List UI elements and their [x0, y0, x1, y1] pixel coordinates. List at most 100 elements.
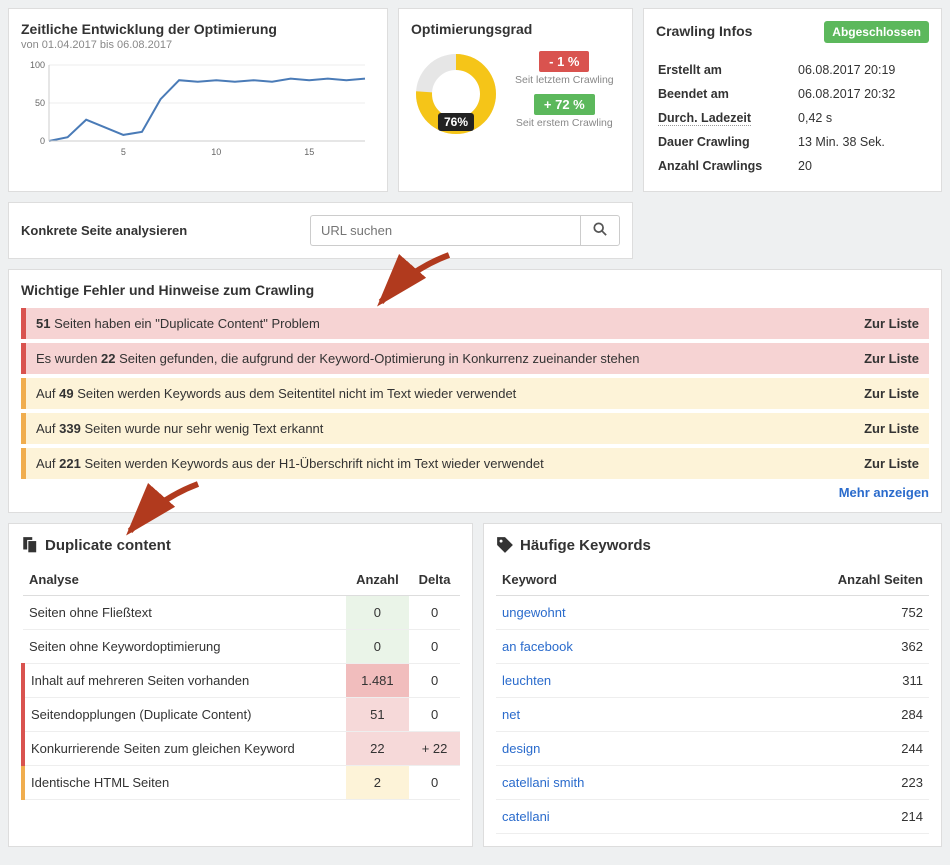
crawl-val: 0,42 s	[798, 107, 927, 129]
alert-row[interactable]: Auf 49 Seiten werden Keywords aus dem Se…	[21, 378, 929, 409]
timeline-panel: Zeitliche Entwicklung der Optimierung vo…	[8, 8, 388, 192]
dup-delta: 0	[409, 698, 460, 732]
keyword-row[interactable]: leuchten 311	[496, 664, 929, 698]
url-search-label: Konkrete Seite analysieren	[21, 223, 310, 238]
dup-count: 0	[346, 630, 409, 664]
crawl-val: 06.08.2017 20:19	[798, 59, 927, 81]
optimization-grade-panel: Optimierungsgrad 76% - 1 % Seit letztem …	[398, 8, 633, 192]
keyword-count: 311	[709, 664, 929, 698]
crawl-val: 13 Min. 38 Sek.	[798, 131, 927, 153]
dup-row[interactable]: Konkurrierende Seiten zum gleichen Keywo…	[23, 732, 460, 766]
crawl-key: Anzahl Crawlings	[658, 155, 796, 177]
dup-label: Identische HTML Seiten	[23, 766, 346, 800]
url-search-input[interactable]	[310, 215, 580, 246]
svg-text:50: 50	[35, 98, 45, 108]
crawl-val: 20	[798, 155, 927, 177]
timeline-title: Zeitliche Entwicklung der Optimierung	[21, 21, 375, 37]
alert-link[interactable]: Zur Liste	[864, 421, 919, 436]
alert-link[interactable]: Zur Liste	[864, 351, 919, 366]
keywords-title: Häufige Keywords	[520, 537, 651, 554]
keyword-row[interactable]: an facebook 362	[496, 630, 929, 664]
dup-count: 22	[346, 732, 409, 766]
crawling-info-table: Erstellt am06.08.2017 20:19Beendet am06.…	[656, 57, 929, 179]
duplicate-content-panel: Duplicate content AnalyseAnzahlDeltaSeit…	[8, 523, 473, 847]
dup-row[interactable]: Seiten ohne Keywordoptimierung00	[23, 630, 460, 664]
keywords-panel: Häufige Keywords KeywordAnzahl Seitenung…	[483, 523, 942, 847]
keyword-row[interactable]: catellani 214	[496, 800, 929, 834]
grade-title: Optimierungsgrad	[411, 21, 620, 37]
delta-last-caption: Seit letztem Crawling	[515, 74, 614, 86]
keyword-link[interactable]: an facebook	[502, 639, 573, 654]
alert-link[interactable]: Zur Liste	[864, 456, 919, 471]
crawling-status-badge: Abgeschlossen	[824, 21, 929, 43]
delta-last-crawl: - 1 % Seit letztem Crawling	[515, 51, 614, 86]
url-search-panel: Konkrete Seite analysieren	[8, 202, 633, 259]
keyword-count: 214	[709, 800, 929, 834]
dup-row[interactable]: Seiten ohne Fließtext00	[23, 596, 460, 630]
crawling-alerts-panel: Wichtige Fehler und Hinweise zum Crawlin…	[8, 269, 942, 513]
dup-label: Konkurrierende Seiten zum gleichen Keywo…	[23, 732, 346, 766]
keyword-count: 362	[709, 630, 929, 664]
timeline-chart: 0 50 100 5 10 15	[21, 59, 371, 159]
keyword-row[interactable]: ungewohnt752	[496, 596, 929, 630]
keyword-row[interactable]: catellani smith 223	[496, 766, 929, 800]
keyword-link[interactable]: net	[502, 707, 520, 722]
crawl-key: Durch. Ladezeit	[658, 107, 796, 129]
delta-first-caption: Seit erstem Crawling	[515, 117, 614, 129]
crawl-key: Dauer Crawling	[658, 131, 796, 153]
duplicate-icon	[21, 536, 39, 554]
dup-delta: 0	[409, 630, 460, 664]
crawling-title: Crawling Infos	[656, 23, 752, 39]
svg-text:0: 0	[40, 136, 45, 146]
keyword-count: 244	[709, 732, 929, 766]
crawl-key: Beendet am	[658, 83, 796, 105]
alerts-show-more-link[interactable]: Mehr anzeigen	[839, 485, 929, 500]
timeline-subtitle: von 01.04.2017 bis 06.08.2017	[21, 39, 375, 51]
dup-row[interactable]: Identische HTML Seiten20	[23, 766, 460, 800]
keyword-row[interactable]: design 244	[496, 732, 929, 766]
alert-text: Auf 49 Seiten werden Keywords aus dem Se…	[36, 386, 864, 401]
dup-row[interactable]: Seitendopplungen (Duplicate Content)510	[23, 698, 460, 732]
keyword-count: 284	[709, 698, 929, 732]
svg-text:5: 5	[121, 147, 126, 157]
alerts-title: Wichtige Fehler und Hinweise zum Crawlin…	[21, 282, 929, 298]
svg-text:15: 15	[304, 147, 314, 157]
keyword-link[interactable]: leuchten	[502, 673, 551, 688]
search-icon	[593, 222, 607, 236]
alert-row[interactable]: 51 Seiten haben ein "Duplicate Content" …	[21, 308, 929, 339]
alert-row[interactable]: Es wurden 22 Seiten gefunden, die aufgru…	[21, 343, 929, 374]
dup-count: 1.481	[346, 664, 409, 698]
dup-count: 2	[346, 766, 409, 800]
alert-row[interactable]: Auf 339 Seiten wurde nur sehr wenig Text…	[21, 413, 929, 444]
alert-link[interactable]: Zur Liste	[864, 386, 919, 401]
crawl-key: Erstellt am	[658, 59, 796, 81]
keywords-table: KeywordAnzahl Seitenungewohnt752an faceb…	[496, 564, 929, 834]
tag-icon	[496, 536, 514, 554]
dup-delta: + 22	[409, 732, 460, 766]
delta-first-crawl: + 72 % Seit erstem Crawling	[515, 94, 614, 129]
keyword-link[interactable]: ungewohnt	[502, 605, 566, 620]
grade-donut: 76%	[411, 49, 501, 139]
dup-count: 51	[346, 698, 409, 732]
alert-text: Es wurden 22 Seiten gefunden, die aufgru…	[36, 351, 864, 366]
keyword-link[interactable]: catellani smith	[502, 775, 584, 790]
dup-delta: 0	[409, 664, 460, 698]
svg-text:100: 100	[30, 60, 45, 70]
duplicate-table: AnalyseAnzahlDeltaSeiten ohne Fließtext0…	[21, 564, 460, 800]
keyword-link[interactable]: catellani	[502, 809, 550, 824]
alert-row[interactable]: Auf 221 Seiten werden Keywords aus der H…	[21, 448, 929, 479]
url-search-button[interactable]	[580, 215, 620, 246]
alert-text: 51 Seiten haben ein "Duplicate Content" …	[36, 316, 864, 331]
crawling-info-panel: Crawling Infos Abgeschlossen Erstellt am…	[643, 8, 942, 192]
alert-link[interactable]: Zur Liste	[864, 316, 919, 331]
svg-text:10: 10	[211, 147, 221, 157]
dup-row[interactable]: Inhalt auf mehreren Seiten vorhanden1.48…	[23, 664, 460, 698]
dup-label: Seiten ohne Keywordoptimierung	[23, 630, 346, 664]
dup-delta: 0	[409, 596, 460, 630]
dup-count: 0	[346, 596, 409, 630]
keyword-count: 223	[709, 766, 929, 800]
dup-label: Seitendopplungen (Duplicate Content)	[23, 698, 346, 732]
keyword-row[interactable]: net 284	[496, 698, 929, 732]
keyword-link[interactable]: design	[502, 741, 540, 756]
duplicate-title: Duplicate content	[45, 537, 171, 554]
